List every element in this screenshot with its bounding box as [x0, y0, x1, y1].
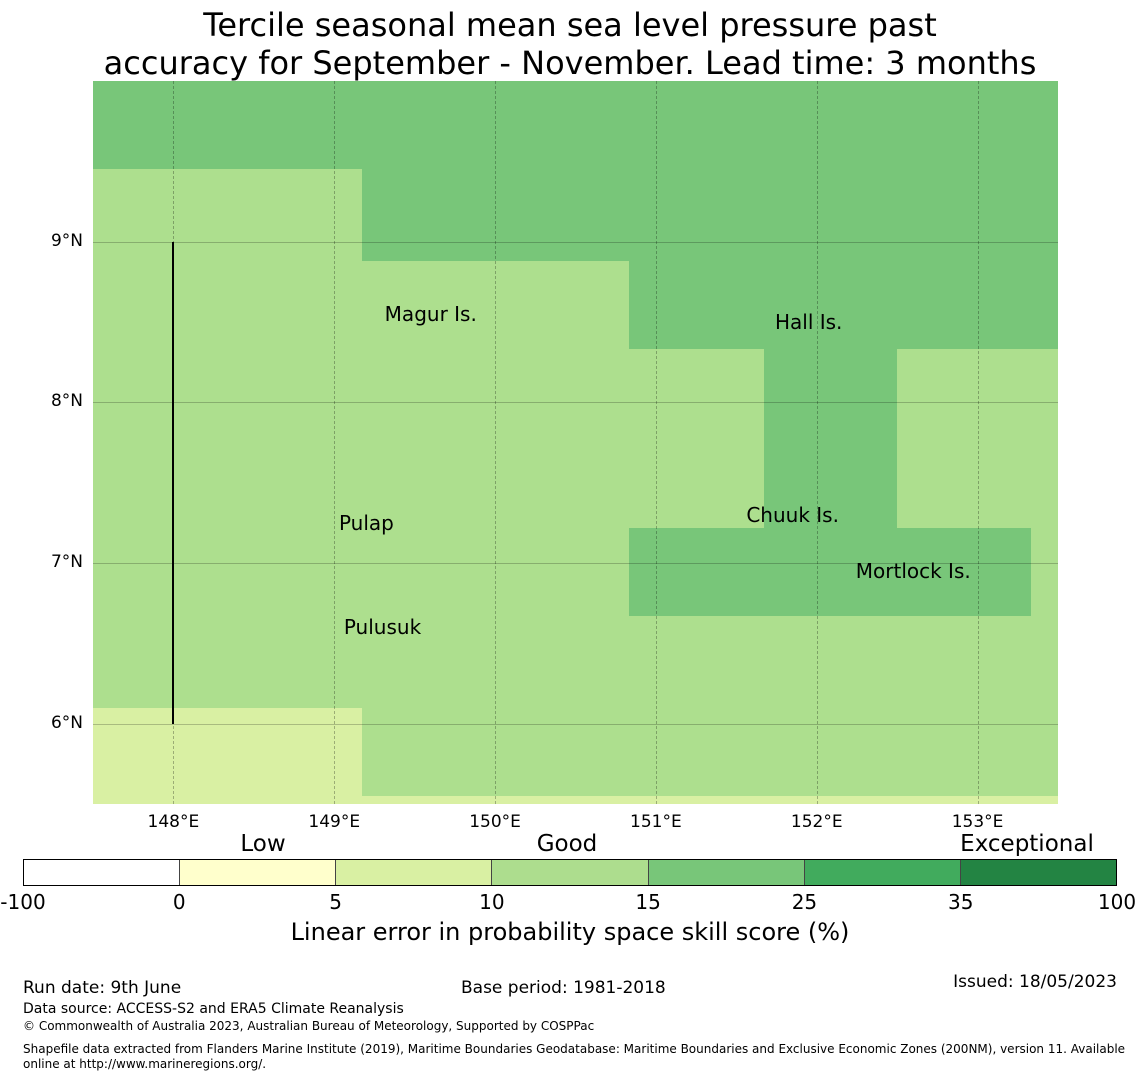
colorbar-segment	[960, 860, 1116, 885]
longitude-tick-label: 148°E	[147, 812, 200, 832]
latitude-tick-label: 6°N	[50, 712, 83, 733]
shapefile-credit-line-2: online at http://www.marineregions.org/.	[23, 1057, 267, 1071]
skill-score-map: Magur Is. Hall Is. Pulap Chuuk Is. Mortlock …	[93, 81, 1058, 804]
latitude-tick-label: 7°N	[50, 552, 83, 572]
colorbar-segment	[180, 860, 337, 885]
longitude-tick-label: 153°E	[951, 812, 1004, 832]
map-title: Tercile seasonal mean sea level pressure…	[0, 6, 1140, 82]
skill-region	[93, 81, 1058, 170]
parallel-gridline	[93, 402, 1058, 404]
skill-region	[361, 795, 1058, 804]
meridian-gridline	[495, 81, 497, 804]
longitude-tick-label: 149°E	[308, 812, 361, 832]
colorbar-segment	[648, 860, 805, 885]
skill-region	[93, 707, 362, 804]
issued-date: Issued: 18/05/2023	[953, 972, 1117, 992]
place-label: Chuuk Is.	[746, 502, 839, 527]
colorbar-title: Linear error in probability space skill …	[290, 918, 850, 946]
base-period: Base period: 1981-2018	[461, 978, 666, 998]
place-label: Hall Is.	[774, 310, 843, 334]
meridian-gridline	[816, 81, 818, 804]
colorbar-segment	[336, 860, 493, 885]
colorbar-tick-label: 0	[172, 890, 186, 914]
colorbar	[23, 859, 1117, 886]
latitude-tick-label: 8°N	[50, 391, 83, 412]
colorbar-tick-label: 10	[479, 890, 505, 914]
colorbar-segment	[492, 860, 649, 885]
colorbar-tick-label: 35	[947, 890, 974, 914]
place-label: Mortlock Is.	[855, 559, 971, 584]
run-date: Run date: 9th June	[23, 978, 182, 998]
place-label: Pulusuk	[343, 615, 422, 640]
colorbar-tick-label: 5	[329, 890, 342, 914]
colorbar-tick-label: 100	[1097, 890, 1137, 914]
data-source: Data source: ACCESS-S2 and ERA5 Climate …	[23, 1001, 404, 1017]
category-good-label: Good	[536, 831, 598, 857]
skill-region	[361, 169, 1058, 261]
longitude-tick-label: 151°E	[630, 812, 682, 832]
longitude-tick-label: 150°E	[469, 812, 521, 832]
meridian-gridline	[977, 81, 979, 804]
skill-region	[763, 349, 898, 528]
meridian-gridline	[334, 81, 336, 804]
category-low-label: Low	[240, 831, 286, 857]
colorbar-tick-label: 25	[791, 890, 818, 914]
colorbar-tick-label: -100	[0, 890, 46, 914]
title-line-1: Tercile seasonal mean sea level pressure…	[203, 6, 937, 44]
parallel-gridline	[93, 241, 1058, 243]
place-label: Magur Is.	[384, 301, 477, 326]
longitude-tick-label: 152°E	[790, 812, 843, 832]
skill-region	[628, 260, 1058, 350]
copyright: © Commonwealth of Australia 2023, Austra…	[23, 1019, 595, 1033]
colorbar-segment	[804, 860, 961, 885]
place-label: Pulap	[338, 510, 394, 535]
skill-region	[628, 527, 1031, 616]
latitude-tick-label: 9°N	[50, 230, 83, 251]
category-exceptional-label: Exceptional	[960, 831, 1094, 857]
colorbar-tick-label: 15	[635, 890, 661, 914]
colorbar-segment	[24, 860, 181, 885]
parallel-gridline	[93, 563, 1058, 564]
title-line-2: accuracy for September - November. Lead …	[103, 44, 1037, 82]
shapefile-credit-line-1: Shapefile data extracted from Flanders M…	[23, 1042, 1126, 1056]
maritime-boundary-line	[172, 241, 175, 724]
meridian-gridline	[655, 81, 657, 804]
parallel-gridline	[93, 723, 1058, 725]
